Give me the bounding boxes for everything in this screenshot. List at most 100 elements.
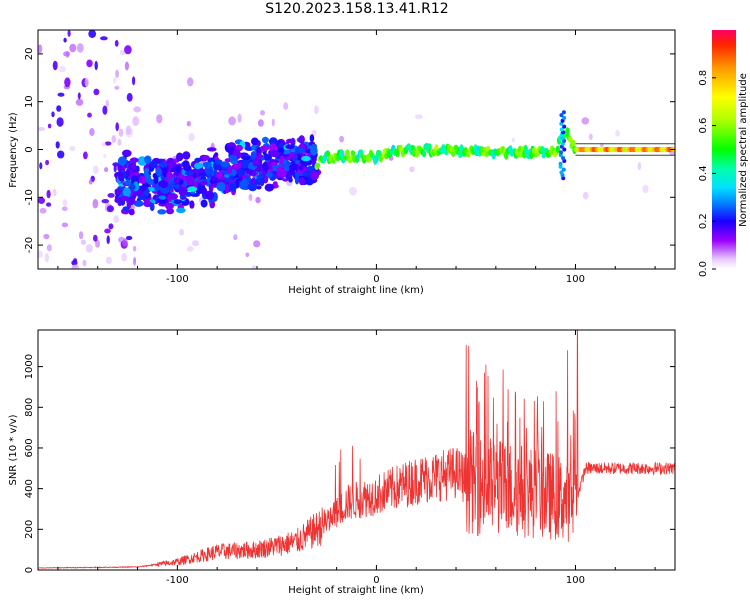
heatmap-cell	[59, 65, 66, 73]
heatmap-cell	[216, 171, 223, 179]
heatmap-cell	[126, 92, 133, 102]
heatmap-cell	[581, 117, 590, 125]
heatmap-cell	[88, 179, 93, 185]
heatmap-cell	[107, 193, 115, 198]
heatmap-cell	[241, 155, 251, 161]
heatmap-cell	[325, 150, 330, 158]
heatmap-cell	[132, 116, 140, 127]
heatmap-cell	[298, 177, 306, 186]
heatmap-cell	[306, 165, 315, 172]
snr-x-axis-label: Height of straight line (km)	[288, 585, 424, 596]
heatmap-cell	[409, 166, 415, 173]
heatmap-cell	[561, 167, 566, 172]
heatmap-cell	[227, 165, 233, 174]
y-tick-label: 600	[24, 438, 35, 457]
heatmap-cell	[117, 138, 122, 146]
heatmap-cell	[39, 207, 47, 214]
heatmap-cell	[247, 181, 258, 192]
heatmap-cell	[588, 133, 593, 141]
heatmap-cell	[276, 166, 285, 173]
heatmap-cell	[194, 162, 203, 170]
heatmap-cell	[125, 235, 133, 241]
y-tick-label: 0	[24, 567, 35, 573]
heatmap-cell	[259, 176, 265, 187]
heatmap-cell	[615, 129, 620, 137]
heatmap-cell	[69, 43, 77, 53]
heatmap-cell	[251, 265, 257, 269]
heatmap-cell	[71, 264, 80, 269]
x-tick-label: 0	[373, 274, 379, 285]
heatmap-cell	[47, 123, 52, 129]
heatmap-cell	[294, 174, 300, 185]
y-tick-label: 400	[24, 479, 35, 498]
heatmap-cell	[303, 171, 309, 177]
heatmap-cell	[38, 197, 45, 205]
heatmap-cell	[255, 165, 262, 172]
heatmap-cell	[61, 222, 69, 228]
heatmap-cell	[124, 180, 133, 186]
y-tick-label: 0	[24, 146, 35, 152]
heatmap-cell	[314, 105, 319, 115]
heatmap-cell	[100, 36, 108, 41]
heatmap-cell	[187, 77, 194, 87]
heatmap-cell	[166, 207, 174, 215]
snr-series-line	[38, 330, 675, 569]
heatmap-cell	[104, 141, 112, 146]
y-tick-label: 1000	[24, 354, 35, 379]
y-tick-label: 10	[24, 95, 35, 108]
heatmap-cell	[139, 186, 147, 192]
heatmap-cell	[127, 162, 137, 171]
heatmap-cell	[133, 106, 141, 113]
heatmap-cell	[204, 190, 215, 200]
heatmap-cell	[255, 185, 262, 190]
heatmap-cell	[298, 135, 305, 144]
heatmap-cell	[237, 113, 242, 123]
heatmap-cell	[185, 175, 195, 186]
heatmap-cell	[114, 197, 121, 204]
x-tick-label: -100	[166, 274, 189, 285]
heatmap-cell	[339, 135, 344, 143]
heatmap-cell	[282, 149, 291, 155]
heatmap-cell	[529, 151, 534, 160]
heatmap-cell	[111, 135, 117, 144]
heatmap-cell	[158, 179, 169, 189]
heatmap-cell	[78, 231, 84, 240]
heatmap-cell	[182, 151, 191, 160]
y-tick-label: 20	[24, 48, 35, 61]
heatmap-cell	[269, 150, 280, 158]
heatmap-cell	[153, 175, 159, 185]
heatmap-cell	[558, 164, 563, 169]
colorbar-tick-label: 0.2	[698, 213, 709, 229]
heatmap-cell	[83, 151, 88, 160]
heatmap-cell	[315, 162, 321, 169]
y-tick-label: -20	[24, 237, 35, 253]
heatmap-cell	[250, 151, 257, 161]
heatmap-cell	[229, 182, 237, 192]
heatmap-cell	[125, 125, 132, 135]
heatmap-cell	[122, 149, 132, 157]
heatmap-cell	[128, 208, 135, 216]
heatmap-cell	[561, 110, 566, 115]
heatmap-cell	[73, 258, 77, 263]
heatmap-cell	[176, 152, 184, 162]
heatmap-cell	[558, 161, 563, 166]
heatmap-cell	[186, 246, 194, 252]
heatmap-cell	[410, 144, 415, 151]
heatmap-cell	[186, 120, 191, 127]
heatmap-cell	[143, 200, 153, 208]
heatmap-cell	[56, 117, 64, 127]
heatmap-cell	[175, 164, 182, 172]
heatmap-cell	[115, 122, 119, 132]
colorbar-ticks: 0.0 0.2 0.4 0.6 0.8	[698, 70, 716, 277]
heatmap-cell	[101, 142, 106, 147]
heatmap-cell	[252, 158, 260, 167]
heatmap-cell	[395, 148, 400, 158]
heatmap-cell	[89, 128, 95, 136]
heatmap-cell	[88, 30, 97, 38]
heatmap-cell	[228, 116, 237, 126]
heatmap-cell	[104, 167, 109, 173]
heatmap-cell	[69, 145, 76, 152]
heatmap-cell	[203, 161, 211, 169]
heatmap-cell	[129, 184, 136, 191]
